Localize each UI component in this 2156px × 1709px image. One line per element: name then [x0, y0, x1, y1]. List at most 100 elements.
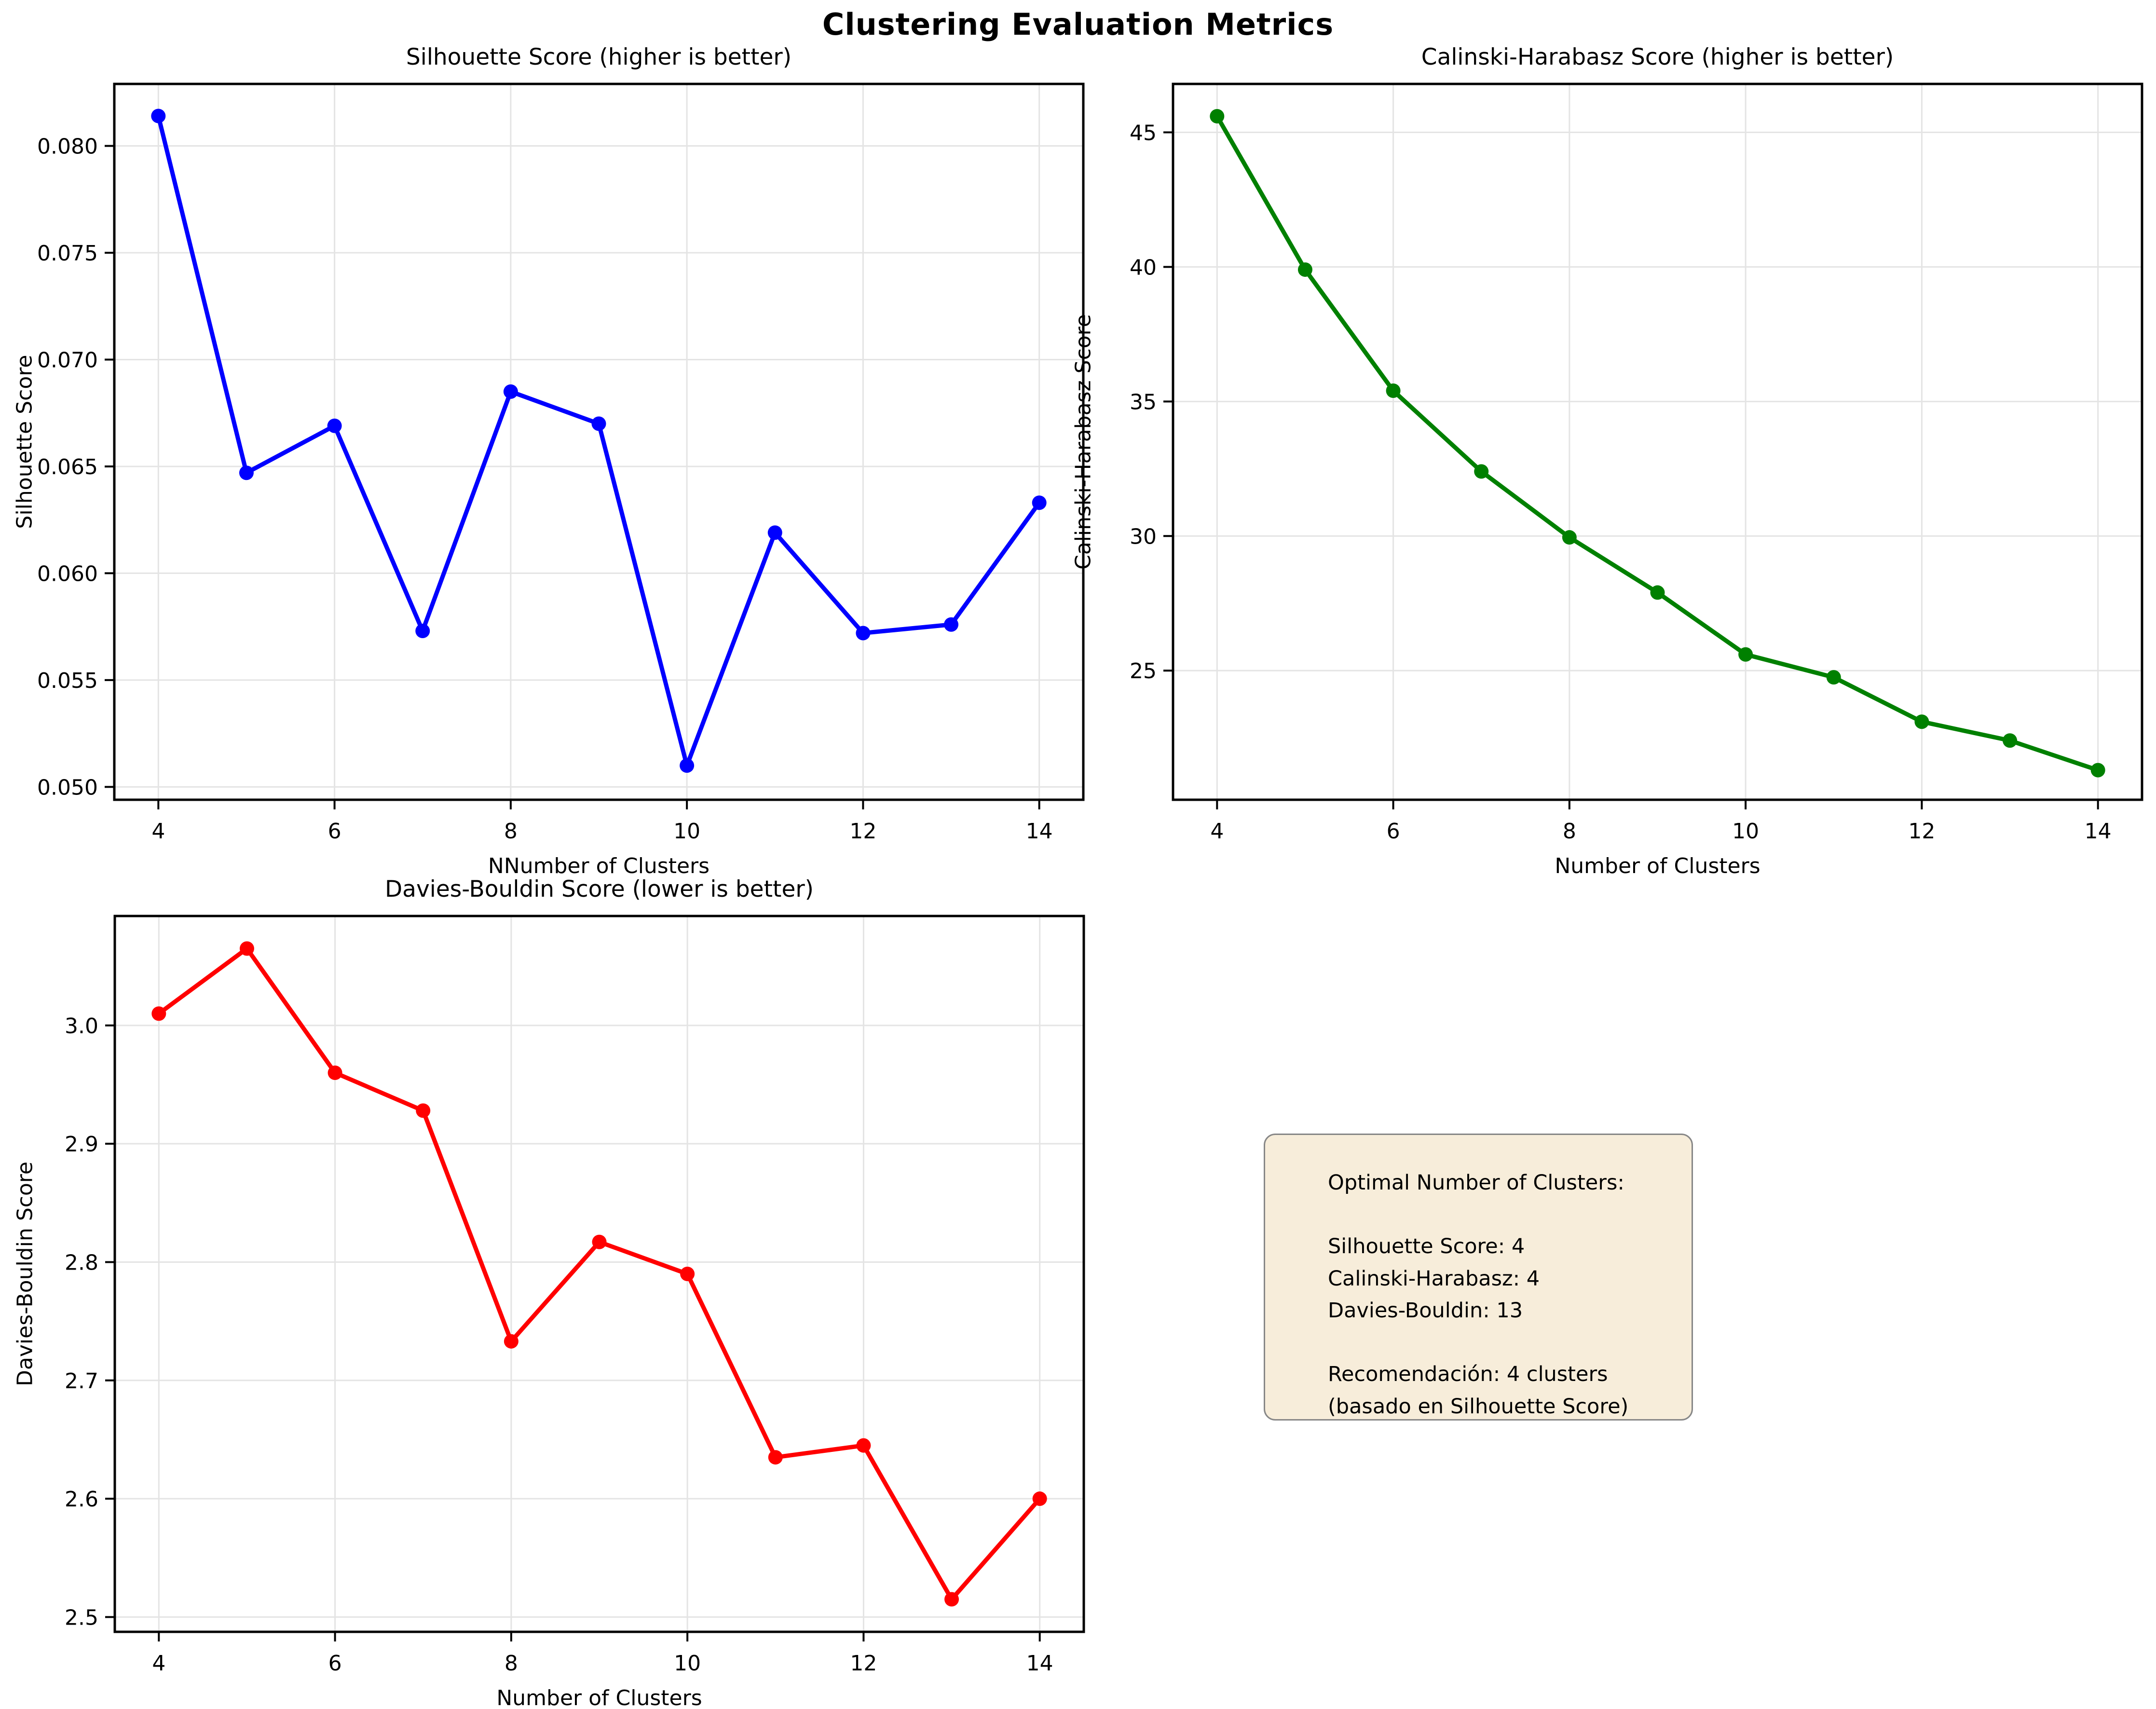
- data-point: [592, 1234, 607, 1249]
- chart-title: Davies-Bouldin Score (lower is better): [384, 876, 814, 902]
- data-point: [1032, 1491, 1047, 1506]
- x-tick-label: 4: [151, 819, 165, 844]
- x-tick-label: 14: [1026, 1651, 1053, 1676]
- y-axis-label: Silhouette Score: [12, 355, 37, 529]
- x-tick-label: 6: [328, 1651, 342, 1676]
- data-point: [1914, 714, 1929, 729]
- data-point: [1032, 495, 1047, 510]
- data-point: [944, 617, 959, 632]
- y-tick-label: 25: [1130, 659, 1157, 684]
- x-axis-label: Number of Clusters: [1555, 854, 1760, 878]
- data-point: [680, 1267, 695, 1281]
- x-tick-label: 10: [674, 1651, 701, 1676]
- y-tick-label: 3.0: [65, 1014, 98, 1039]
- y-tick-label: 0.060: [37, 561, 98, 586]
- figure-suptitle: Clustering Evaluation Metrics: [822, 7, 1334, 42]
- plot-area: 4 6 8 10 12 14 0.050 0.055 0.060 0.065 0.070 0.075 0…: [37, 82, 1085, 844]
- chart-silhouette: Silhouette Score (higher is better) Silh…: [13, 44, 1085, 878]
- data-point: [151, 109, 166, 123]
- data-point: [327, 1066, 342, 1080]
- data-point: [1210, 109, 1225, 123]
- x-tick-label: 8: [504, 819, 518, 844]
- x-tick-label: 4: [152, 1651, 165, 1676]
- data-line: [156, 113, 1042, 768]
- axes-spines: [113, 915, 1085, 1633]
- annotation-line: Optimal Number of Clusters:: [1328, 1171, 1624, 1195]
- x-tick-label: 14: [1026, 819, 1053, 844]
- y-tick-label: 2.6: [65, 1487, 98, 1512]
- data-point: [591, 416, 606, 431]
- data-point: [151, 1006, 166, 1021]
- y-axis-label: Davies-Bouldin Score: [13, 1162, 38, 1386]
- x-tick-label: 6: [1387, 819, 1400, 844]
- y-tick-label: 0.070: [37, 348, 98, 372]
- x-tick-label: 12: [849, 819, 876, 844]
- data-point: [944, 1592, 959, 1607]
- annotation-line: [1328, 1326, 1678, 1358]
- data-point: [416, 1103, 431, 1118]
- y-tick-label: 0.065: [37, 455, 98, 479]
- data-point: [1738, 647, 1753, 662]
- data-point: [1297, 262, 1312, 277]
- optimal-clusters-annotation: Optimal Number of Clusters: Silhouette S…: [1264, 1134, 1693, 1421]
- y-tick-label: 2.7: [65, 1369, 98, 1394]
- data-point: [856, 626, 871, 641]
- chart-calinski-harabasz: Calinski-Harabasz Score (higher is bette…: [1071, 44, 2143, 878]
- data-point: [768, 1450, 783, 1465]
- data-point: [504, 1334, 519, 1349]
- x-tick-label: 8: [1563, 819, 1576, 844]
- plot-area: 4 6 8 10 12 14 25 30 35 40 45: [1130, 82, 2143, 844]
- y-tick-label: 2.5: [65, 1605, 98, 1630]
- y-tick-label: 35: [1130, 390, 1157, 414]
- data-point: [856, 1438, 871, 1453]
- y-tick-label: 45: [1130, 121, 1157, 145]
- x-tick-label: 8: [505, 1651, 518, 1676]
- data-point: [415, 624, 430, 639]
- data-point: [2090, 763, 2105, 778]
- y-axis-label: Calinski-Harabasz Score: [1071, 314, 1096, 570]
- data-point: [1562, 530, 1577, 545]
- data-point: [680, 758, 695, 773]
- data-point: [503, 384, 518, 399]
- x-tick-label: 10: [673, 819, 700, 844]
- data-line: [156, 946, 1042, 1602]
- y-tick-label: 40: [1130, 255, 1157, 280]
- x-tick-label: 14: [2085, 819, 2112, 844]
- chart-davies-bouldin: Davies-Bouldin Score (lower is better) D…: [13, 876, 1085, 1709]
- annotation-line: [1328, 1199, 1678, 1230]
- data-line: [1214, 114, 2101, 773]
- data-point: [2003, 733, 2018, 748]
- x-axis-label: Number of Clusters: [496, 1686, 702, 1709]
- annotation-line: Silhouette Score: 4: [1328, 1234, 1525, 1259]
- data-point: [239, 941, 254, 956]
- annotation-line: Calinski-Harabasz: 4: [1328, 1266, 1540, 1291]
- annotation-line: Davies-Bouldin: 13: [1328, 1298, 1523, 1323]
- y-tick-label: 30: [1130, 524, 1157, 549]
- x-tick-label: 4: [1210, 819, 1224, 844]
- y-tick-label: 2.9: [65, 1132, 98, 1157]
- y-tick-label: 0.080: [37, 134, 98, 159]
- y-tick-label: 0.050: [37, 775, 98, 800]
- x-axis-label: NNumber of Clusters: [488, 854, 710, 878]
- chart-title: Silhouette Score (higher is better): [406, 44, 792, 70]
- data-point: [1826, 670, 1841, 685]
- annotation-line: (basado en Silhouette Score): [1328, 1394, 1629, 1419]
- axes-spines: [1172, 82, 2143, 801]
- data-point: [1474, 464, 1489, 479]
- data-point: [327, 418, 342, 433]
- data-point: [1386, 383, 1401, 398]
- y-tick-label: 0.055: [37, 669, 98, 693]
- x-tick-label: 12: [850, 1651, 877, 1676]
- chart-title: Calinski-Harabasz Score (higher is bette…: [1421, 44, 1894, 70]
- data-point: [1650, 585, 1665, 600]
- y-tick-label: 0.075: [37, 241, 98, 266]
- x-tick-label: 10: [1732, 819, 1759, 844]
- data-point: [767, 525, 782, 540]
- x-tick-label: 12: [1908, 819, 1935, 844]
- data-point: [239, 465, 254, 480]
- annotation-line: Recomendación: 4 clusters: [1328, 1362, 1608, 1387]
- x-tick-label: 6: [328, 819, 341, 844]
- plot-area: 4 6 8 10 12 14 2.5 2.6 2.7 2.8 2.9 3.0: [65, 915, 1085, 1676]
- axes-spines: [113, 82, 1085, 801]
